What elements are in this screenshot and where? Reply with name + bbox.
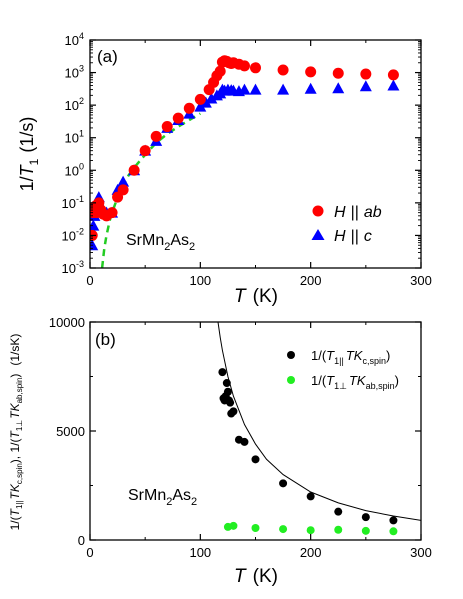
panel-a-point-h-c <box>277 83 290 95</box>
panel-a-point-h-c <box>359 80 372 92</box>
panel-b-point-c-spin <box>229 407 238 416</box>
panel-a-point-h-c <box>90 219 100 231</box>
panel-a-point-h-ab <box>250 62 261 74</box>
panel-b-y-tick-label: 0 <box>78 533 85 548</box>
legend-label-ab-spin: 1/(T1⊥ TKab,spin) <box>311 373 399 391</box>
panel-a-y-tick-label: 10-1 <box>62 194 84 211</box>
panel-a-y-tick-label: 102 <box>65 96 84 113</box>
panel-b-x-tick-label: 300 <box>410 545 432 560</box>
panel-a-x-tick-label: 100 <box>189 273 211 288</box>
panel-a-x-tick-label: 200 <box>300 273 322 288</box>
panel-a-point-h-c <box>117 175 130 187</box>
panel-a-legend: H || ab H || c <box>311 204 382 245</box>
panel-a-point-h-ab <box>183 102 195 114</box>
panel-b-point-c-spin <box>306 492 315 501</box>
panel-a: 0 100 200 300 10-3 10-2 10-1 100 101 102 103 104 (a… <box>17 31 432 307</box>
panel-a-point-h-ab <box>194 93 206 105</box>
panel-b-point-c-spin <box>334 507 343 516</box>
panel-b-point-c-spin <box>222 379 231 388</box>
panel-b-point-c-spin <box>223 387 232 396</box>
panel-b-point-ab-spin <box>251 524 260 533</box>
legend-marker-h-ab <box>312 205 324 217</box>
panel-a-fit-dashed-line <box>100 112 201 268</box>
panel-b-y-tick-label: 10000 <box>49 315 85 330</box>
panel-a-point-h-ab <box>172 112 184 124</box>
panel-a-y-tick-label: 10-2 <box>62 226 84 243</box>
panel-a-point-h-c <box>249 83 262 95</box>
panel-b-label: (b) <box>95 330 116 349</box>
panel-b: 0 100 200 300 0 5000 10000 (b) SrMn2As2 1/(T1|… <box>8 315 432 587</box>
panel-a-point-h-c <box>199 96 212 108</box>
panel-a-y-tick-label: 103 <box>65 64 84 81</box>
panel-b-x-tick-label: 200 <box>300 545 322 560</box>
panel-a-point-h-ab <box>277 64 289 76</box>
panel-b-point-c-spin <box>361 513 370 522</box>
panel-a-point-h-ab <box>360 68 372 80</box>
panel-b-y-tick-label: 5000 <box>56 424 85 439</box>
panel-b-point-c-spin <box>240 437 249 446</box>
panel-b-point-c-spin <box>226 398 235 407</box>
panel-a-point-h-ab <box>387 69 399 81</box>
panel-a-point-h-ab <box>214 65 226 77</box>
panel-b-frame <box>89 321 422 541</box>
panel-b-ticks: 0 100 200 300 0 5000 10000 <box>49 315 432 560</box>
panel-a-x-tick-label: 0 <box>86 273 93 288</box>
panel-b-y-axis-label: 1/(T1||TKc,spin), 1/(T1⊥TKab,spin)(1/sK) <box>8 334 24 531</box>
panel-a-point-h-ab <box>106 207 118 219</box>
panel-b-point-ab-spin <box>389 527 398 536</box>
panel-a-point-h-ab <box>305 66 317 78</box>
legend-label-h-ab: H || ab <box>334 204 382 221</box>
panel-b-x-axis-label: T (K) <box>234 566 278 587</box>
panel-a-y-tick-label: 101 <box>65 129 84 146</box>
panel-a-point-h-ab <box>139 145 151 157</box>
panel-a-y-axis-label: 1/T1(1/s) <box>17 117 41 192</box>
panel-b-point-ab-spin <box>334 525 343 534</box>
panel-b-point-c-spin <box>218 368 227 377</box>
panel-a-x-axis-label: T (K) <box>234 286 278 307</box>
panel-b-point-c-spin <box>279 479 288 488</box>
panel-a-y-tick-label: 100 <box>65 161 84 178</box>
legend-marker-h-c <box>311 229 325 240</box>
panel-a-y-tick-label: 104 <box>65 31 84 48</box>
legend-label-c-spin: 1/(T1|| TKc,spin) <box>311 348 390 366</box>
panel-a-point-h-c <box>238 83 251 95</box>
panel-b-point-c-spin <box>389 516 398 525</box>
panel-b-legend: 1/(T1|| TKc,spin) 1/(T1⊥ TKab,spin) <box>287 348 399 391</box>
legend-label-h-c: H || c <box>334 228 372 245</box>
panel-b-point-c-spin <box>251 455 260 464</box>
panel-a-y-tick-label: 10-3 <box>62 259 84 276</box>
panel-a-point-h-c <box>205 92 218 104</box>
panel-b-point-ab-spin <box>279 525 288 534</box>
panel-b-point-ab-spin <box>361 526 370 535</box>
panel-a-point-h-ab <box>150 130 162 142</box>
panel-b-x-tick-label: 100 <box>189 545 211 560</box>
panel-a-x-tick-label: 300 <box>410 273 432 288</box>
panel-a-ticks: 0 100 200 300 10-3 10-2 10-1 100 101 102 103 104 <box>62 31 432 288</box>
panel-b-x-tick-label: 0 <box>86 545 93 560</box>
panel-a-point-h-ab <box>117 184 129 196</box>
panel-a-point-h-ab <box>128 164 140 176</box>
panel-a-point-h-ab <box>332 67 344 79</box>
panel-b-point-ab-spin <box>229 521 238 530</box>
panel-b-marks <box>217 322 421 536</box>
panel-a-compound-annotation: SrMn2As2 <box>126 232 195 253</box>
panel-a-label: (a) <box>97 47 118 66</box>
panel-a-point-h-ab <box>161 121 173 133</box>
panel-b-point-ab-spin <box>306 526 315 535</box>
legend-marker-ab-spin <box>287 376 295 384</box>
panel-a-point-h-c <box>304 82 317 94</box>
panel-a-point-h-c <box>90 239 99 251</box>
panel-b-fit-curve <box>217 322 421 521</box>
panel-a-point-h-c <box>387 79 400 91</box>
panel-b-compound-annotation: SrMn2As2 <box>128 487 197 508</box>
panel-a-point-h-ab <box>238 60 250 72</box>
legend-marker-c-spin <box>287 351 295 359</box>
panel-a-point-h-c <box>332 82 345 94</box>
panel-a-point-h-c <box>194 100 207 112</box>
